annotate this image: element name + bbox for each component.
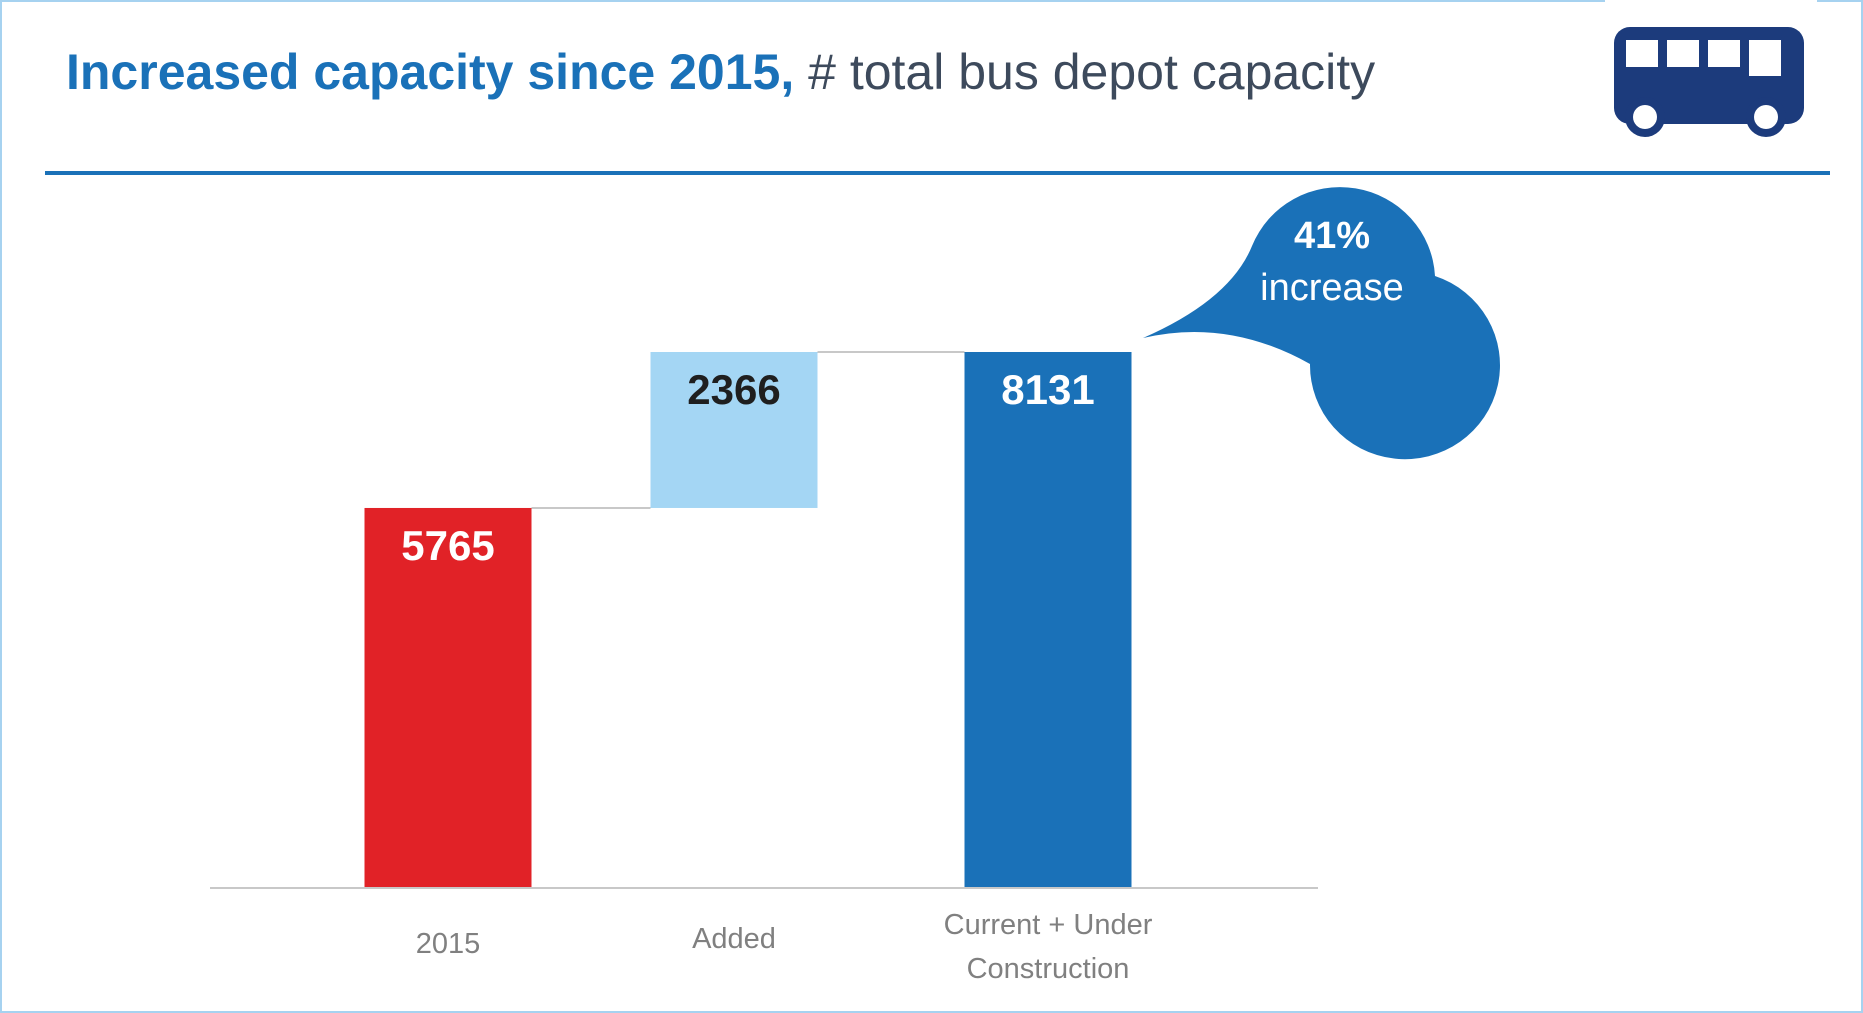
category-labels: 2015 Added Current + Under Construction [416,909,1153,985]
callout-label: increase [1260,267,1404,309]
bars [364,352,1132,888]
connector-lines [531,351,965,509]
bus-icon [1605,0,1817,140]
title-divider [45,171,1830,175]
data-labels: 5765 2366 8131 [401,366,1094,569]
data-label-2015: 5765 [401,522,494,569]
data-label-added: 2366 [687,366,780,413]
x-tick-current-under-construction: Current + Under Construction [944,909,1153,985]
data-label-current-under-construction: 8131 [1001,366,1094,413]
chart-title-bold: Increased capacity since 2015, [66,44,795,100]
callout-percent: 41% [1294,215,1370,257]
bar-2015 [364,507,532,888]
x-tick-2015: 2015 [416,928,481,960]
bar-added [650,352,818,508]
chart-title-rest: # total bus depot capacity [794,44,1376,100]
callout-bubble [1143,187,1500,460]
bar-current-under-construction [964,352,1132,888]
x-tick-added: Added [692,923,776,955]
chart-title: Increased capacity since 2015, # total b… [66,42,1375,102]
increase-callout: 41% increase [1143,187,1500,460]
